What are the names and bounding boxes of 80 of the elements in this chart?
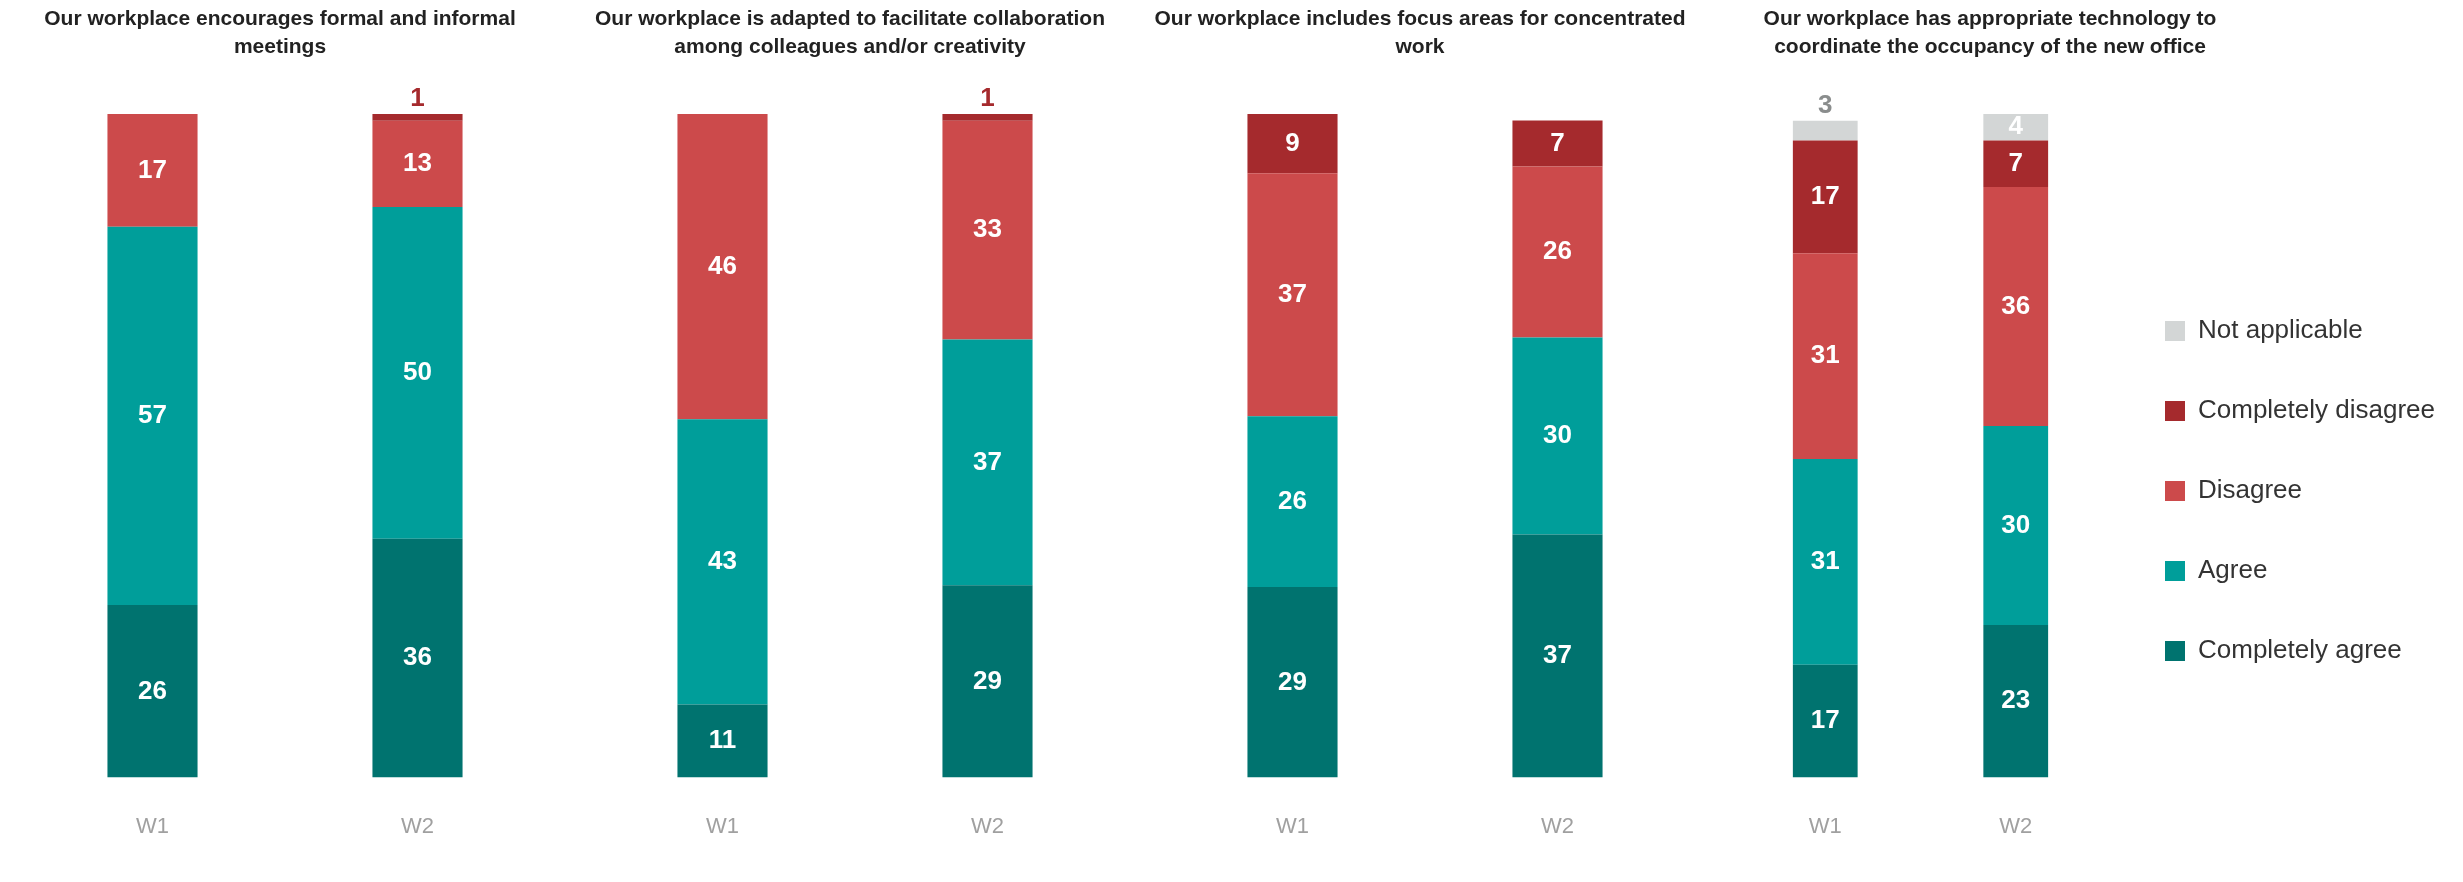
- legend-label: Completely agree: [2197, 634, 2402, 665]
- data-label: 30: [1543, 419, 1572, 450]
- bar: [1983, 114, 2049, 141]
- data-label: 26: [1278, 484, 1307, 515]
- data-label: 11: [708, 724, 737, 755]
- bar: [1247, 587, 1338, 778]
- x-tick-label: W1: [1808, 812, 1842, 838]
- data-label: 30: [2001, 508, 2031, 539]
- data-label: 50: [403, 355, 432, 386]
- bar: [677, 704, 768, 778]
- x-tick-label: W2: [1541, 812, 1574, 838]
- legend-label: Completely disagree: [2197, 394, 2436, 425]
- bar: [677, 114, 768, 420]
- data-label: 7: [1550, 126, 1565, 157]
- bar: [1247, 114, 1338, 174]
- x-tick-label: W2: [971, 812, 1004, 838]
- data-label: 33: [973, 213, 1002, 244]
- bar: [677, 419, 768, 705]
- bar: [942, 120, 1033, 340]
- legend-label: Not applicable: [2197, 314, 2363, 345]
- bar: [1983, 140, 2049, 187]
- data-label: 23: [2001, 684, 2031, 715]
- chart-title: Our workplace includes focus areas for concentrated work: [1153, 5, 1687, 59]
- bar: [1512, 120, 1603, 167]
- data-label: 31: [1810, 339, 1840, 370]
- chart-title: Our workplace is adapted to facilitate collaboration among colleagues and/or creativity: [594, 5, 1106, 59]
- data-label: 13: [403, 146, 432, 177]
- bar: [1512, 166, 1603, 338]
- bar: [1792, 253, 1858, 460]
- bar: [372, 206, 463, 539]
- data-label: 43: [708, 545, 737, 576]
- bar: [1983, 624, 2049, 778]
- bar: [1512, 534, 1603, 778]
- data-label: 1: [410, 82, 425, 113]
- bar: [1983, 425, 2049, 625]
- data-label: 26: [1543, 235, 1572, 266]
- bar: [372, 538, 463, 778]
- data-label: 1: [980, 82, 995, 113]
- bar: [942, 114, 1033, 121]
- data-label: 37: [1278, 277, 1307, 308]
- bar: [942, 339, 1033, 586]
- bar: [1247, 416, 1338, 588]
- x-tick-label: W2: [1999, 812, 2033, 838]
- bar: [942, 585, 1033, 778]
- data-label: 29: [973, 664, 1002, 695]
- bar: [107, 114, 198, 227]
- data-label: 37: [973, 445, 1002, 476]
- bar: [1792, 459, 1858, 665]
- data-label: 26: [138, 674, 167, 705]
- bar: [1247, 173, 1338, 417]
- data-label: 3: [1818, 88, 1833, 119]
- data-label: 37: [1543, 639, 1572, 670]
- legend-label: Agree: [2197, 554, 2268, 585]
- bar: [1792, 664, 1858, 778]
- bar: [1792, 120, 1858, 141]
- data-label: 46: [708, 249, 737, 280]
- bar: [107, 226, 198, 606]
- x-tick-label: W1: [706, 812, 739, 838]
- legend-label: Disagree: [2197, 474, 2303, 505]
- data-label: 57: [138, 399, 167, 430]
- data-label: 9: [1285, 126, 1300, 157]
- data-label: 17: [1810, 180, 1840, 211]
- data-label: 7: [2008, 146, 2023, 177]
- x-tick-label: W1: [1276, 812, 1309, 838]
- bar: [1983, 187, 2049, 426]
- chart-title: Our workplace has appropriate technology to coordinate the occupancy of the new office: [1762, 5, 2218, 59]
- bar: [372, 120, 463, 207]
- x-tick-label: W2: [401, 812, 434, 838]
- bar: [107, 605, 198, 778]
- data-label: 17: [1810, 704, 1840, 735]
- data-label: 36: [403, 641, 432, 672]
- chart-title: Our workplace encourages formal and informal meetings: [43, 5, 517, 59]
- bar: [1792, 140, 1858, 254]
- data-label: 31: [1810, 545, 1840, 576]
- x-tick-label: W1: [136, 812, 169, 838]
- bar: [1512, 337, 1603, 535]
- data-label: 17: [138, 153, 167, 184]
- bar: [372, 114, 463, 121]
- data-label: 29: [1278, 665, 1307, 696]
- data-label: 36: [2001, 289, 2031, 320]
